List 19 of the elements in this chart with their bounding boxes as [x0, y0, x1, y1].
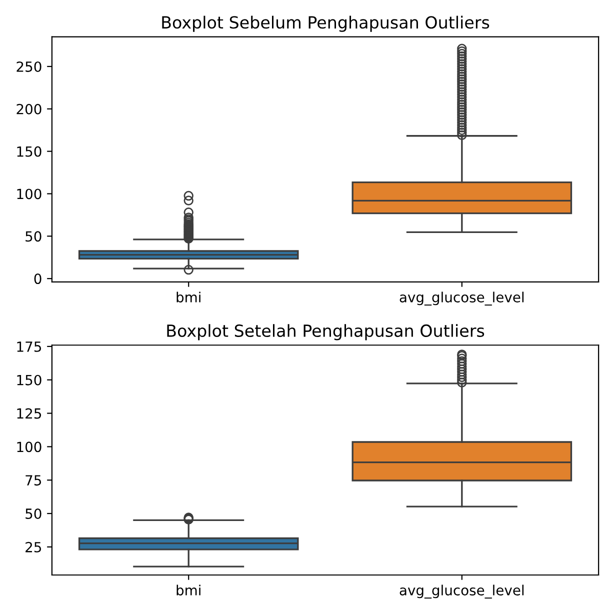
x-tick-label: bmi [176, 584, 200, 596]
y-tick-label: 125 [17, 408, 42, 419]
y-tick-label: 100 [17, 188, 42, 200]
y-tick-label: 150 [17, 146, 42, 157]
chart-title: Boxplot Setelah Penghapusan Outliers [167, 324, 484, 340]
chart-title: Boxplot Sebelum Penghapusan Outliers [162, 16, 490, 32]
y-tick-label: 150 [17, 374, 42, 386]
y-tick-label: 175 [17, 342, 42, 352]
y-tick-label: 200 [16, 104, 42, 114]
x-tick-label: avg_glucose_level [400, 584, 524, 599]
x-tick-label: bmi [176, 292, 200, 302]
y-tick-label: 75 [26, 475, 42, 486]
y-tick-label: 100 [17, 442, 42, 452]
y-tick-label: 50 [26, 231, 42, 242]
x-tick-label: avg_glucose_level [400, 292, 524, 306]
y-tick-label: 50 [26, 508, 42, 519]
y-tick-label: 25 [26, 542, 42, 552]
y-tick-label: 0 [34, 274, 42, 284]
y-tick-label: 250 [16, 61, 42, 72]
